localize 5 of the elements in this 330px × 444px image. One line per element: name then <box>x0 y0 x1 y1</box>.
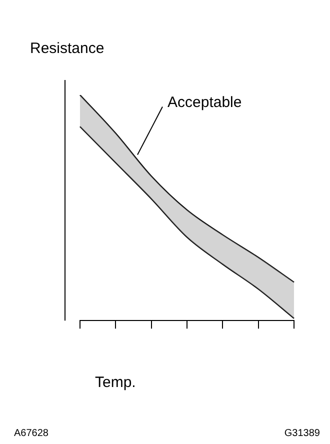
y-axis-title: Resistance <box>30 40 104 57</box>
x-axis-title: Temp. <box>95 374 136 391</box>
text: A67628 <box>14 428 48 439</box>
text: G31389 <box>284 428 320 439</box>
text: Acceptable <box>168 94 242 111</box>
